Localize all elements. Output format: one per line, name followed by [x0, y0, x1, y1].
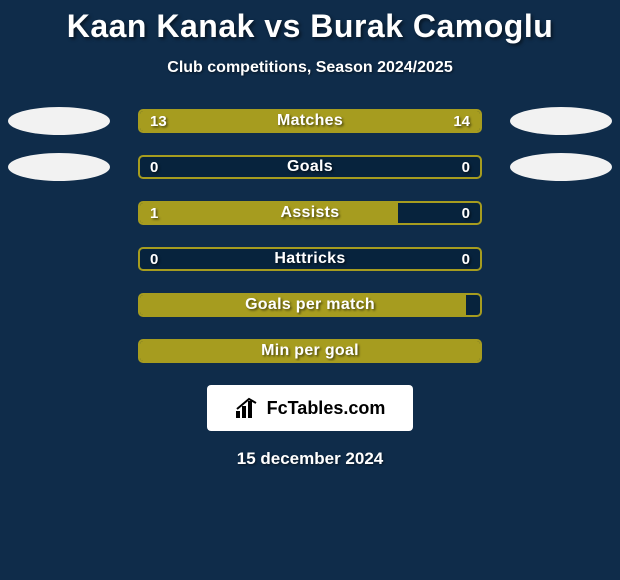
stat-row: Min per goal	[0, 339, 620, 363]
player-left-marker	[8, 107, 110, 135]
page-title: Kaan Kanak vs Burak Camoglu	[0, 0, 620, 45]
stat-bar: 1314Matches	[138, 109, 482, 133]
page-subtitle: Club competitions, Season 2024/2025	[0, 59, 620, 77]
fctables-logo-text: FcTables.com	[267, 398, 386, 419]
stat-label: Goals per match	[140, 295, 480, 315]
stat-label: Min per goal	[140, 341, 480, 361]
stat-label: Matches	[140, 111, 480, 131]
fctables-icon	[235, 397, 261, 419]
comparison-infographic: Kaan Kanak vs Burak Camoglu Club competi…	[0, 0, 620, 580]
stat-bar: 10Assists	[138, 201, 482, 225]
player-right-marker	[510, 107, 612, 135]
stat-bar: Min per goal	[138, 339, 482, 363]
stat-row: 00Hattricks	[0, 247, 620, 271]
stat-row: 10Assists	[0, 201, 620, 225]
stat-label: Hattricks	[140, 249, 480, 269]
stat-rows: 1314Matches 00Goals 10Assists 00Hattricks Go…	[0, 109, 620, 363]
stat-label: Assists	[140, 203, 480, 223]
stat-bar: Goals per match	[138, 293, 482, 317]
stat-row: Goals per match	[0, 293, 620, 317]
player-right-marker	[510, 153, 612, 181]
stat-row: 1314Matches	[0, 109, 620, 133]
stat-bar: 00Goals	[138, 155, 482, 179]
infographic-date: 15 december 2024	[0, 449, 620, 469]
stat-bar: 00Hattricks	[138, 247, 482, 271]
fctables-logo: FcTables.com	[207, 385, 413, 431]
player-left-marker	[8, 153, 110, 181]
stat-label: Goals	[140, 157, 480, 177]
stat-row: 00Goals	[0, 155, 620, 179]
